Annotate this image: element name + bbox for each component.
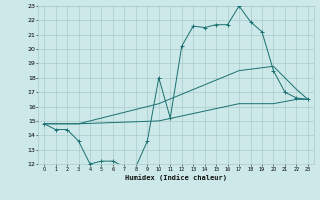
X-axis label: Humidex (Indice chaleur): Humidex (Indice chaleur) [125,174,227,181]
